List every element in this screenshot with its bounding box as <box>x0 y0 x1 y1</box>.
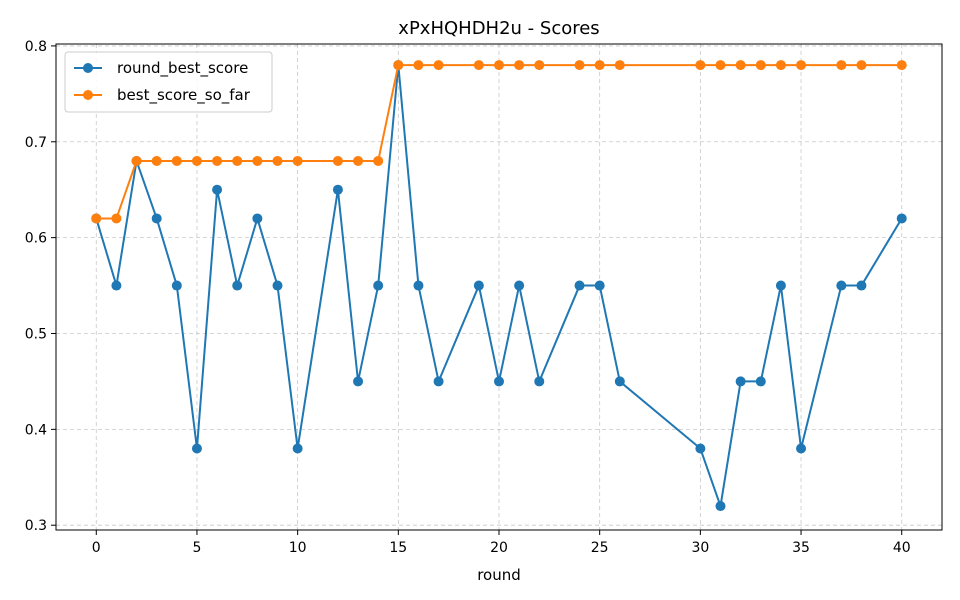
data-point-best-score-so-far <box>413 60 424 71</box>
data-point-best-score-so-far <box>232 155 243 166</box>
axes: 0 5 10 15 20 25 30 35 40 0.3 0.4 0.5 0.6 0.7 0.8 <box>25 39 911 556</box>
legend-swatch-marker-round-best-score <box>83 63 93 73</box>
legend-swatch-marker-best-score-so-far <box>83 90 93 100</box>
data-point-round-best-score <box>574 280 585 291</box>
data-point-best-score-so-far <box>775 60 786 71</box>
data-point-best-score-so-far <box>796 60 807 71</box>
x-tick-label: 20 <box>490 540 508 556</box>
data-point-best-score-so-far <box>614 60 625 71</box>
data-point-best-score-so-far <box>574 60 585 71</box>
x-tick-label: 10 <box>289 540 307 556</box>
legend-label-best-score-so-far: best_score_so_far <box>117 86 251 105</box>
data-point-round-best-score <box>775 280 786 291</box>
x-tick-label: 30 <box>691 540 709 556</box>
legend: round_best_score best_score_so_far <box>64 51 273 113</box>
data-point-round-best-score <box>171 280 182 291</box>
data-point-best-score-so-far <box>131 155 142 166</box>
data-point-round-best-score <box>514 280 525 291</box>
data-point-best-score-so-far <box>373 155 384 166</box>
x-tick-label: 0 <box>92 540 101 556</box>
data-point-round-best-score <box>373 280 384 291</box>
x-tick-label: 35 <box>792 540 810 556</box>
data-point-best-score-so-far <box>191 155 202 166</box>
data-point-best-score-so-far <box>534 60 545 71</box>
data-point-round-best-score <box>433 376 444 387</box>
data-point-best-score-so-far <box>151 155 162 166</box>
data-point-best-score-so-far <box>594 60 605 71</box>
data-point-round-best-score <box>151 213 162 224</box>
data-point-round-best-score <box>473 280 484 291</box>
data-point-round-best-score <box>212 184 223 195</box>
legend-label-round-best-score: round_best_score <box>117 59 248 78</box>
data-point-round-best-score <box>534 376 545 387</box>
data-point-best-score-so-far <box>111 213 122 224</box>
x-tick-label: 15 <box>389 540 407 556</box>
data-point-best-score-so-far <box>473 60 484 71</box>
data-point-best-score-so-far <box>353 155 364 166</box>
data-point-best-score-so-far <box>91 213 102 224</box>
data-point-round-best-score <box>232 280 243 291</box>
data-point-best-score-so-far <box>292 155 303 166</box>
x-tick-label: 25 <box>591 540 609 556</box>
legend-box <box>64 51 273 113</box>
data-point-round-best-score <box>614 376 625 387</box>
data-point-best-score-so-far <box>695 60 706 71</box>
data-point-round-best-score <box>735 376 746 387</box>
data-point-round-best-score <box>111 280 122 291</box>
y-tick-label: 0.3 <box>25 518 47 534</box>
x-axis-label: round <box>477 566 521 584</box>
data-point-best-score-so-far <box>332 155 343 166</box>
data-point-round-best-score <box>332 184 343 195</box>
data-point-round-best-score <box>413 280 424 291</box>
data-point-round-best-score <box>856 280 867 291</box>
data-point-best-score-so-far <box>171 155 182 166</box>
y-tick-label: 0.7 <box>25 135 47 151</box>
data-point-round-best-score <box>594 280 605 291</box>
data-point-round-best-score <box>494 376 504 387</box>
data-point-best-score-so-far <box>433 60 444 71</box>
data-point-best-score-so-far <box>393 60 404 71</box>
data-point-round-best-score <box>715 501 726 512</box>
data-point-round-best-score <box>191 443 202 454</box>
y-tick-label: 0.6 <box>25 231 47 247</box>
data-point-round-best-score <box>292 443 303 454</box>
data-point-best-score-so-far <box>514 60 525 71</box>
data-point-best-score-so-far <box>212 155 223 166</box>
data-point-round-best-score <box>252 213 263 224</box>
data-point-best-score-so-far <box>755 60 766 71</box>
data-point-best-score-so-far <box>715 60 726 71</box>
data-point-round-best-score <box>896 213 907 224</box>
data-point-round-best-score <box>272 280 283 291</box>
chart-title: xPxHQHDH2u - Scores <box>398 18 599 39</box>
x-tick-label: 5 <box>192 540 201 556</box>
data-point-round-best-score <box>695 443 706 454</box>
data-point-round-best-score <box>353 376 364 387</box>
y-tick-label: 0.5 <box>25 326 47 342</box>
data-point-best-score-so-far <box>856 60 867 71</box>
data-point-best-score-so-far <box>836 60 847 71</box>
data-point-best-score-so-far <box>494 60 504 71</box>
series-layer <box>91 60 907 512</box>
data-point-best-score-so-far <box>252 155 263 166</box>
data-point-round-best-score <box>836 280 847 291</box>
data-point-best-score-so-far <box>272 155 283 166</box>
data-point-round-best-score <box>796 443 807 454</box>
grid-lines <box>56 44 942 530</box>
data-point-best-score-so-far <box>896 60 907 71</box>
y-tick-label: 0.4 <box>25 422 47 438</box>
data-point-best-score-so-far <box>735 60 746 71</box>
x-tick-label: 40 <box>893 540 911 556</box>
data-point-round-best-score <box>755 376 766 387</box>
y-tick-label: 0.8 <box>25 39 47 55</box>
